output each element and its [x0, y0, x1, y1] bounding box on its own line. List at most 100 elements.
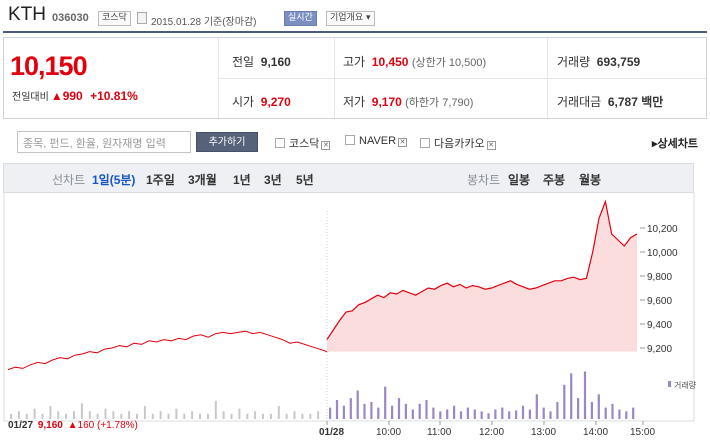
up-arrow-icon: ▲: [50, 89, 63, 103]
period-1week[interactable]: 1주일: [146, 173, 175, 187]
change-value: 990: [62, 89, 83, 103]
period-1day[interactable]: 1일(5분): [92, 173, 136, 187]
volume-bar: [222, 411, 225, 419]
close-icon[interactable]: ✕: [321, 141, 331, 150]
checkbox[interactable]: [345, 135, 355, 145]
x-tick-label: 01/28: [319, 427, 344, 438]
volume-bar: [349, 398, 352, 419]
x-tick-label: 14:00: [583, 427, 608, 438]
volume-bar: [143, 406, 146, 419]
change-rate: +10.81%: [90, 89, 138, 103]
volume-bar: [199, 413, 201, 419]
detail-chart-link[interactable]: ▸상세차트: [652, 138, 699, 150]
checkbox[interactable]: [420, 138, 430, 148]
volume-bar: [17, 411, 20, 419]
volume-bar: [370, 401, 373, 419]
trade-amount: 거래대금 6,787 백만: [557, 95, 664, 109]
realtime-button[interactable]: 실시간: [284, 11, 317, 26]
volume-bar: [309, 413, 312, 419]
company-overview-button[interactable]: 기업개요 ▾: [326, 11, 375, 26]
overview-label: 기업개요: [330, 13, 364, 23]
period-3month[interactable]: 3개월: [188, 173, 217, 187]
volume-bar: [175, 408, 178, 419]
volume-bar: [404, 403, 407, 419]
header-divider: [3, 31, 707, 33]
quote-date: 2015.01.28 기준(장마감): [151, 17, 257, 28]
volume-bar: [597, 394, 600, 419]
volume: 거래량 693,759: [557, 55, 641, 69]
prev-day-rate: (+1.78%): [97, 420, 138, 431]
volume-bar: [96, 413, 99, 419]
x-tick-label: 15:00: [630, 427, 655, 438]
price-change: 전일대비 ▲990 +10.81%: [12, 88, 138, 103]
volume-bar: [590, 401, 593, 419]
volume-bar: [49, 406, 52, 419]
compare-option-kosdaq[interactable]: 코스닥 ✕: [275, 135, 331, 151]
stock-code: 036030: [52, 12, 89, 24]
volume-bar: [33, 408, 36, 419]
y-tick-label: 9,400: [647, 320, 672, 331]
compare-option-naver[interactable]: NAVER ✕: [345, 135, 408, 147]
x-tick-label: 10:00: [376, 427, 401, 438]
candle-monthly[interactable]: 월봉: [579, 173, 602, 187]
candle-chart-label: 봉차트: [467, 173, 501, 187]
open-price: 시가 9,270: [232, 95, 291, 109]
volume-bar: [65, 413, 68, 419]
volume-bar: [246, 413, 249, 419]
add-compare-button[interactable]: 추가하기: [196, 132, 258, 152]
volume-bar: [473, 409, 476, 419]
volume-bar: [183, 413, 186, 419]
volume-bar: [329, 407, 332, 419]
x-tick-label: 13:00: [531, 427, 556, 438]
compare-search-input[interactable]: 종목, 펀드, 환율, 원자재명 입력: [17, 131, 191, 153]
volume-bar: [535, 394, 538, 419]
volume-bar: [317, 411, 320, 419]
checkbox[interactable]: [275, 138, 285, 148]
volume-bar: [570, 373, 573, 419]
volume-bar: [494, 409, 497, 419]
volume-bar: [515, 410, 518, 419]
change-label: 전일대비: [12, 92, 49, 103]
volume-bar: [556, 401, 559, 419]
period-1year[interactable]: 1년: [233, 173, 251, 187]
volume-bar: [577, 398, 580, 419]
volume-bar: [611, 403, 614, 419]
volume-bar: [151, 413, 154, 419]
volume-bar: [377, 407, 380, 419]
volume-bar: [262, 413, 264, 419]
y-tick-label: 10,000: [647, 248, 678, 259]
volume-bar: [501, 407, 504, 419]
today-line: [326, 199, 638, 340]
volume-bar: [57, 411, 60, 419]
volume-bar: [136, 413, 138, 419]
prev-day-line: [7, 330, 328, 371]
period-3year[interactable]: 3년: [264, 173, 282, 187]
volume-bar: [301, 413, 304, 419]
divider: [218, 78, 706, 79]
volume-bar: [277, 406, 280, 419]
volume-bar: [384, 386, 387, 419]
volume-bar: [167, 413, 170, 419]
volume-bar: [73, 411, 75, 419]
volume-bar: [432, 407, 435, 419]
volume-bar: [632, 407, 635, 419]
candle-daily[interactable]: 일봉: [508, 173, 531, 187]
up-arrow-icon: ▲: [67, 420, 78, 431]
volume-bar: [391, 405, 394, 419]
prev-day-summary: 01/27 9,160 ▲160 (+1.78%): [8, 420, 138, 431]
volume-bar: [88, 411, 91, 419]
candle-weekly[interactable]: 주봉: [543, 173, 566, 187]
volume-bar: [439, 411, 442, 419]
volume-bar: [625, 411, 628, 419]
period-5year[interactable]: 5년: [296, 173, 314, 187]
volume-bar: [335, 400, 339, 419]
close-icon[interactable]: ✕: [398, 138, 408, 147]
volume-bar: [191, 411, 194, 419]
close-icon[interactable]: ✕: [486, 141, 496, 150]
volume-bar: [285, 413, 288, 419]
stock-name: KTH: [8, 4, 46, 25]
y-tick-label: 9,800: [647, 272, 672, 283]
compare-option-daumkakao[interactable]: 다음카카오 ✕: [420, 135, 496, 151]
volume-bar: [104, 408, 107, 419]
prev-day-change: 160: [77, 420, 95, 431]
